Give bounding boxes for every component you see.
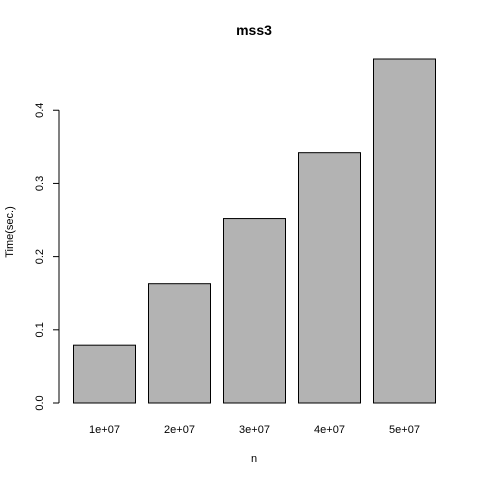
- y-tick-label: 0.4: [34, 103, 46, 118]
- chart-title: mss3: [236, 22, 272, 38]
- bar-2e+07: [148, 283, 211, 404]
- x-tick-label: 3e+07: [239, 424, 270, 436]
- bar-3e+07: [223, 218, 286, 404]
- y-ticks: 0.0 0.1 0.2 0.3 0.4: [34, 103, 59, 411]
- x-tick-label: 4e+07: [314, 424, 345, 436]
- x-tick-label: 1e+07: [89, 424, 120, 436]
- x-tick-labels: 1e+07 2e+07 3e+07 4e+07 5e+07: [89, 424, 420, 436]
- y-tick-label: 0.0: [34, 395, 46, 410]
- x-axis-label: n: [251, 453, 257, 465]
- x-tick-label: 5e+07: [389, 424, 420, 436]
- bar-1e+07: [73, 344, 136, 404]
- y-tick-label: 0.1: [34, 322, 46, 337]
- y-tick-label: 0.2: [34, 249, 46, 264]
- y-axis-label: Time(sec.): [4, 206, 16, 258]
- bar-4e+07: [298, 152, 361, 404]
- y-axis: 0.0 0.1 0.2 0.3 0.4: [34, 103, 60, 411]
- bars-group: [73, 58, 436, 404]
- bar-5e+07: [373, 58, 436, 404]
- y-tick-label: 0.3: [34, 176, 46, 191]
- x-tick-label: 2e+07: [164, 424, 195, 436]
